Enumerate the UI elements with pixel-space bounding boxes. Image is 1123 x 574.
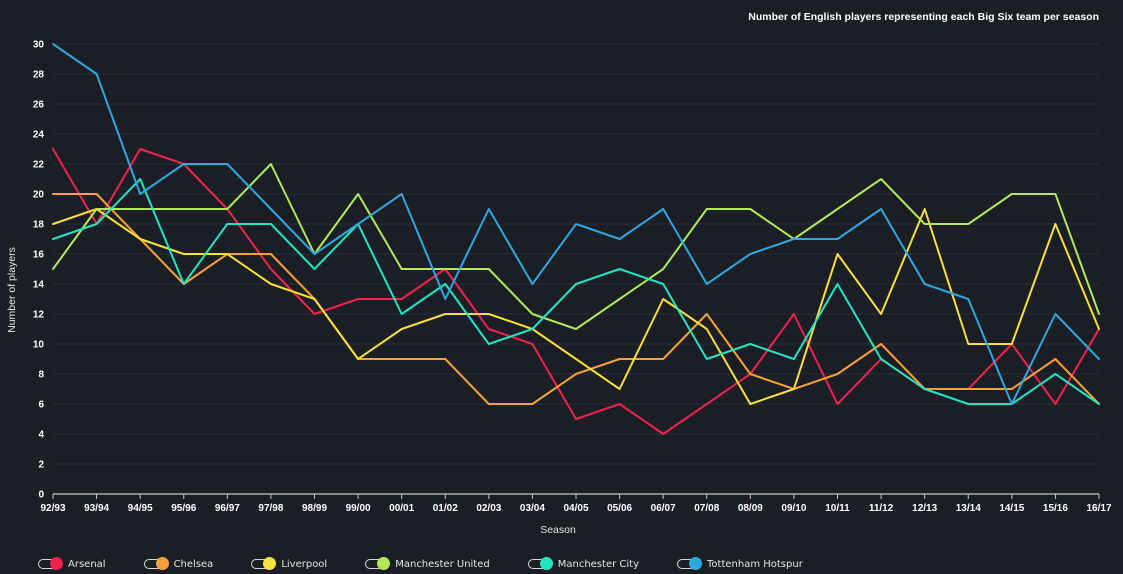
x-tick-label: 15/16: [1043, 503, 1068, 514]
toggle-icon[interactable]: [38, 556, 63, 570]
legend-item-arsenal[interactable]: Arsenal: [38, 556, 106, 572]
legend-item-liverpool[interactable]: Liverpool: [251, 556, 327, 572]
legend-item-manchester-city[interactable]: Manchester City: [527, 556, 639, 572]
y-tick-label: 30: [33, 40, 45, 51]
legend-label: Manchester United: [395, 558, 490, 570]
legend-label: Manchester City: [557, 558, 639, 570]
series-line-liverpool: [52, 208, 1100, 405]
series-color-dot-icon: [50, 556, 63, 570]
x-tick-label: 10/11: [825, 503, 850, 514]
x-tick-label: 97/98: [258, 503, 283, 514]
series-color-dot-icon: [689, 556, 702, 570]
x-tick-label: 92/93: [40, 503, 65, 514]
legend: Arsenal Chelsea Liverpool Manchester United…: [38, 556, 841, 572]
y-tick-label: 8: [38, 370, 44, 381]
x-tick-label: 02/03: [476, 503, 501, 514]
x-tick-label: 16/17: [1086, 503, 1111, 514]
x-tick-label: 11/12: [869, 503, 894, 514]
x-tick-label: 06/07: [651, 503, 676, 514]
x-tick-label: 94/95: [128, 503, 153, 514]
series-line-tottenham-hotspur: [52, 43, 1100, 405]
y-tick-label: 14: [33, 280, 45, 291]
x-tick-label: 14/15: [999, 503, 1024, 514]
legend-label: Chelsea: [173, 558, 214, 570]
y-tick-label: 28: [33, 70, 45, 81]
y-tick-label: 16: [33, 250, 45, 261]
x-tick-label: 00/01: [389, 503, 414, 514]
y-tick-label: 24: [33, 130, 45, 141]
x-tick-label: 93/94: [84, 503, 109, 514]
toggle-icon[interactable]: [143, 556, 169, 570]
series-color-dot-icon: [539, 556, 553, 570]
toggle-icon[interactable]: [527, 556, 553, 570]
series-line-manchester-united: [52, 163, 1100, 330]
y-tick-label: 2: [38, 460, 44, 471]
series-line-arsenal: [52, 148, 1100, 435]
y-tick-label: 10: [33, 340, 45, 351]
series-color-dot-icon: [155, 556, 169, 570]
series-color-dot-icon: [377, 556, 391, 570]
x-tick-label: 03/04: [520, 503, 545, 514]
y-tick-label: 26: [33, 100, 45, 111]
y-tick-label: 18: [33, 220, 45, 231]
y-tick-label: 0: [38, 490, 44, 501]
x-tick-label: 04/05: [563, 503, 588, 514]
toggle-icon[interactable]: [365, 556, 391, 570]
x-tick-label: 12/13: [912, 503, 937, 514]
toggle-icon[interactable]: [251, 556, 277, 570]
series-line-manchester-city: [52, 178, 1100, 405]
series-color-dot-icon: [263, 556, 277, 570]
legend-label: Tottenham Hotspur: [707, 558, 803, 570]
y-tick-label: 12: [33, 310, 45, 321]
x-tick-label: 13/14: [956, 503, 981, 514]
x-tick-label: 01/02: [433, 503, 458, 514]
x-tick-label: 09/10: [781, 503, 806, 514]
chart-title: Number of English players representing e…: [748, 11, 1099, 23]
legend-label: Liverpool: [281, 558, 328, 570]
x-tick-label: 05/06: [607, 503, 632, 514]
x-tick-label: 98/99: [302, 503, 327, 514]
x-axis-label: Season: [540, 524, 576, 536]
toggle-icon[interactable]: [677, 556, 702, 570]
x-tick-label: 07/08: [694, 503, 719, 514]
y-tick-label: 6: [38, 400, 44, 411]
legend-item-tottenham-hotspur[interactable]: Tottenham Hotspur: [677, 556, 803, 572]
x-tick-label: 08/09: [738, 503, 763, 514]
legend-item-manchester-united[interactable]: Manchester United: [365, 556, 490, 572]
y-axis-label: Number of players: [6, 247, 18, 333]
x-tick-label: 96/97: [215, 503, 240, 514]
legend-label: Arsenal: [68, 558, 106, 570]
y-tick-label: 20: [33, 190, 45, 201]
legend-item-chelsea[interactable]: Chelsea: [143, 556, 214, 572]
x-tick-label: 99/00: [346, 503, 371, 514]
x-tick-label: 95/96: [171, 503, 196, 514]
y-tick-label: 4: [38, 430, 44, 441]
y-tick-label: 22: [33, 160, 45, 171]
